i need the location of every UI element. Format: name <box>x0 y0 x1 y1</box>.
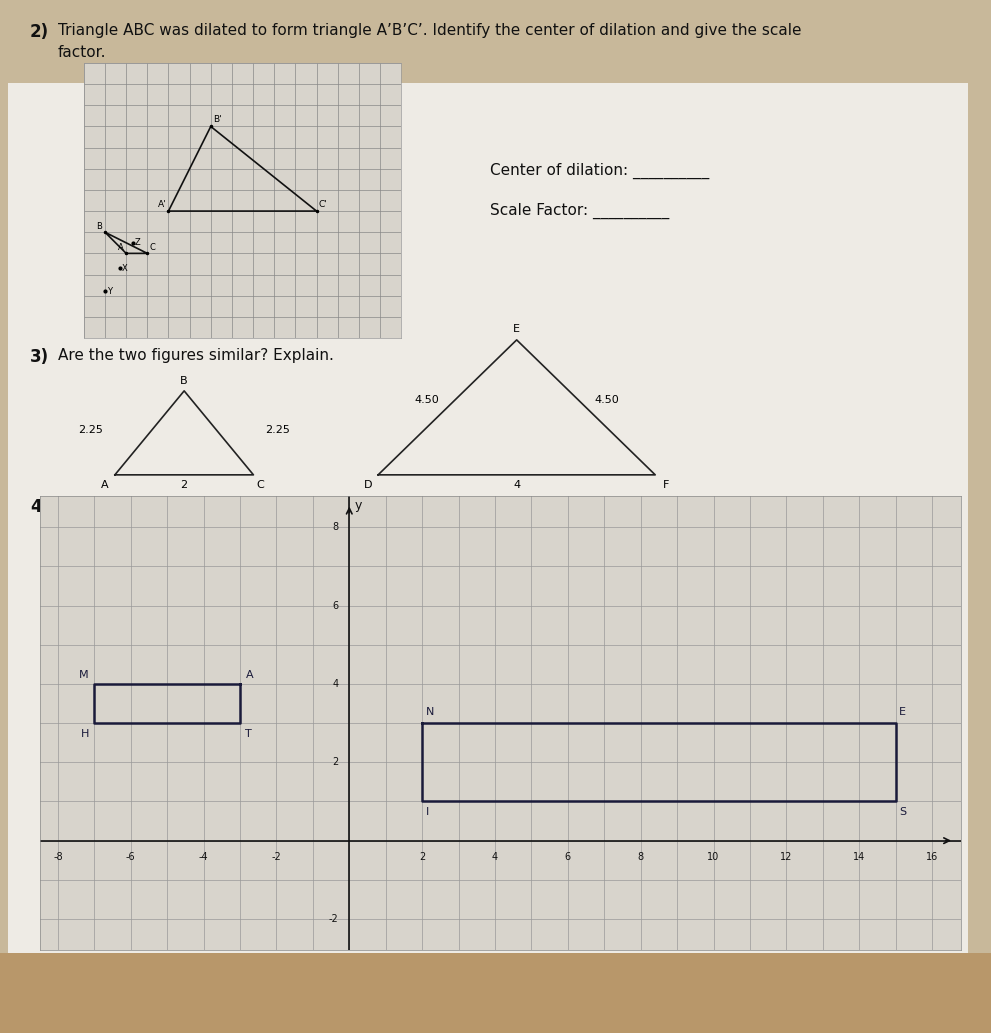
Text: y: y <box>355 499 362 512</box>
Text: 4: 4 <box>513 480 520 491</box>
Text: 2: 2 <box>419 852 425 863</box>
FancyBboxPatch shape <box>8 83 968 1003</box>
Text: E: E <box>513 324 520 335</box>
Text: 4.50: 4.50 <box>595 395 619 405</box>
Text: X: X <box>122 263 127 273</box>
Text: 16: 16 <box>926 852 938 863</box>
Text: A: A <box>246 670 253 680</box>
Text: B': B' <box>213 116 222 124</box>
Text: factor.: factor. <box>58 45 106 60</box>
Text: used to justify that quadrilateral ATHM is similar to quadrilateral NISE.: used to justify that quadrilateral ATHM … <box>58 520 596 535</box>
Text: 6: 6 <box>565 852 571 863</box>
Text: S: S <box>900 808 907 817</box>
Text: 12: 12 <box>780 852 793 863</box>
Text: Are the two figures similar? Explain.: Are the two figures similar? Explain. <box>58 348 334 363</box>
Text: -2: -2 <box>329 914 338 924</box>
Text: Y: Y <box>107 287 112 296</box>
Text: B: B <box>180 376 188 386</box>
Text: M: M <box>79 670 89 680</box>
Text: 8: 8 <box>332 523 338 532</box>
Text: 14: 14 <box>853 852 865 863</box>
Text: 8: 8 <box>637 852 644 863</box>
Text: 4): 4) <box>30 498 50 516</box>
Text: 2: 2 <box>180 480 187 491</box>
FancyBboxPatch shape <box>0 953 991 1033</box>
Text: -4: -4 <box>199 852 208 863</box>
Text: A: A <box>118 244 124 252</box>
Text: 2.25: 2.25 <box>266 425 290 435</box>
Text: Scale Factor: __________: Scale Factor: __________ <box>490 204 669 219</box>
Text: Triangle ABC was dilated to form triangle A’B’C’. Identify the center of dilatio: Triangle ABC was dilated to form triangl… <box>58 23 802 38</box>
Text: D: D <box>364 480 372 491</box>
Text: I: I <box>426 808 429 817</box>
Text: A': A' <box>158 200 166 209</box>
Text: 10: 10 <box>708 852 719 863</box>
Text: Two quadrilaterals are shown below. Give one possible sequence of transformation: Two quadrilaterals are shown below. Give… <box>58 498 783 513</box>
Text: 2: 2 <box>332 757 338 768</box>
Text: F: F <box>662 480 669 491</box>
Text: C': C' <box>319 200 327 209</box>
Text: 4: 4 <box>332 679 338 689</box>
Text: C: C <box>257 480 265 491</box>
Text: T: T <box>246 729 252 739</box>
Text: 3): 3) <box>30 348 50 366</box>
Text: C: C <box>150 244 156 252</box>
Text: 4.50: 4.50 <box>414 395 439 405</box>
Text: A: A <box>101 480 108 491</box>
Text: E: E <box>900 708 907 717</box>
Text: Center of dilation: __________: Center of dilation: __________ <box>490 163 710 179</box>
Text: 2): 2) <box>30 23 50 41</box>
Text: 6: 6 <box>332 600 338 611</box>
Text: N: N <box>426 708 434 717</box>
Text: -8: -8 <box>54 852 62 863</box>
Text: 4: 4 <box>492 852 498 863</box>
Text: H: H <box>80 729 89 739</box>
Text: -6: -6 <box>126 852 136 863</box>
Text: B: B <box>96 222 102 231</box>
Text: 2.25: 2.25 <box>78 425 103 435</box>
Text: Z: Z <box>134 239 140 247</box>
Text: -2: -2 <box>272 852 281 863</box>
